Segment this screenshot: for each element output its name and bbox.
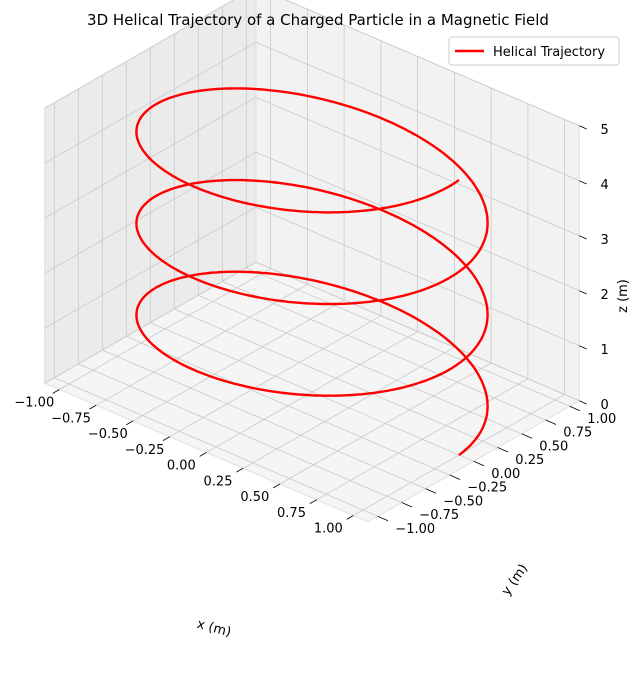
- grid-line-z-back: [255, 96, 580, 237]
- chart-title: 3D Helical Trajectory of a Charged Parti…: [87, 11, 549, 29]
- grid-line-y-floor: [198, 294, 522, 435]
- series-layer: [135, 87, 489, 456]
- y-tick-label: −0.25: [467, 481, 507, 496]
- y-tick-label: −1.00: [395, 522, 435, 537]
- z-tick-mark: [579, 290, 587, 295]
- y-tick-label: 0.00: [491, 467, 520, 482]
- helix-trajectory-line: [135, 87, 489, 456]
- y-tick-label: 0.50: [539, 439, 568, 454]
- x-axis-label: x (m): [195, 617, 232, 640]
- x-tick-mark: [346, 515, 354, 520]
- grid-line-z-side: [44, 261, 257, 384]
- y-tick-mark: [425, 488, 437, 494]
- grid-line-y-floor: [78, 363, 402, 503]
- z-tick-label: 2: [600, 288, 608, 303]
- legend-label: Helical Trajectory: [493, 45, 605, 60]
- x-tick-mark: [236, 467, 244, 473]
- z-tick-mark: [579, 125, 587, 130]
- y-axis-label: y (m): [499, 562, 531, 599]
- y-tick-label: 0.75: [563, 426, 592, 441]
- x-tick-mark: [199, 452, 207, 457]
- x-tick-mark: [125, 420, 134, 426]
- x-tick-label: 0.75: [277, 506, 306, 521]
- y-tick-mark: [473, 460, 485, 467]
- z-tick-mark: [579, 180, 587, 185]
- y-tick-label: 1.00: [587, 412, 616, 427]
- x-tick-mark: [52, 389, 60, 394]
- legend-box: [448, 36, 620, 66]
- grid-line-z-back: [255, 41, 580, 182]
- x-tick-label: −0.25: [125, 443, 165, 458]
- x-tick-label: 0.25: [204, 474, 233, 489]
- grid-line-y-floor: [126, 336, 450, 476]
- z-tick-label: 3: [600, 233, 608, 248]
- grid-line-y-floor: [174, 308, 498, 448]
- y-tick-mark: [569, 405, 581, 412]
- grid-line-z-side: [44, 151, 257, 274]
- x-tick-label: 0.50: [240, 490, 269, 505]
- grid-lines: [44, 0, 580, 517]
- grid-line-y-floor: [222, 281, 546, 421]
- grid-line-y-floor: [54, 377, 378, 517]
- z-tick-label: 0: [600, 398, 608, 413]
- z-tick-mark: [579, 235, 587, 240]
- x-tick-mark: [272, 483, 281, 489]
- x-tick-mark: [89, 404, 97, 410]
- z-tick-label: 4: [600, 178, 608, 193]
- y-tick-mark: [401, 502, 413, 508]
- grid-line-z-side: [44, 41, 257, 164]
- x-tick-label: −0.50: [88, 427, 128, 442]
- grid-line-z-back: [255, 261, 580, 402]
- z-tick-mark: [579, 345, 587, 350]
- grid-line-y-floor: [246, 267, 570, 407]
- y-tick-label: −0.75: [419, 508, 459, 523]
- z-tick-mark: [579, 400, 587, 405]
- y-tick-mark: [377, 515, 389, 522]
- x-tick-mark: [162, 436, 170, 441]
- grid-line-z-back: [255, 151, 580, 292]
- y-tick-label: 0.25: [515, 453, 544, 468]
- grid-line-z-back: [284, 0, 580, 127]
- x-tick-mark: [309, 499, 317, 504]
- z-tick-label: 5: [600, 123, 608, 138]
- x-tick-label: 1.00: [314, 522, 343, 537]
- legend: Helical Trajectory: [448, 36, 620, 66]
- grid-line-y-floor: [102, 349, 426, 490]
- grid-line-z-side: [44, 206, 257, 329]
- grid-line-y-floor: [150, 322, 474, 462]
- y-tick-mark: [545, 419, 557, 425]
- grid-line-z-back: [255, 206, 580, 347]
- y-tick-mark: [521, 433, 533, 439]
- y-tick-label: −0.50: [443, 494, 483, 509]
- y-tick-mark: [497, 447, 509, 453]
- x-tick-label: −1.00: [14, 396, 54, 411]
- z-tick-label: 1: [600, 343, 608, 358]
- x-tick-label: −0.75: [51, 411, 91, 426]
- y-tick-mark: [449, 474, 461, 480]
- grid-line-z-side: [44, 0, 235, 109]
- x-tick-label: 0.00: [167, 459, 196, 474]
- tick-labels: −1.00−0.75−0.50−0.250.000.250.500.751.00…: [14, 123, 616, 537]
- z-axis-label: z (m): [616, 279, 631, 313]
